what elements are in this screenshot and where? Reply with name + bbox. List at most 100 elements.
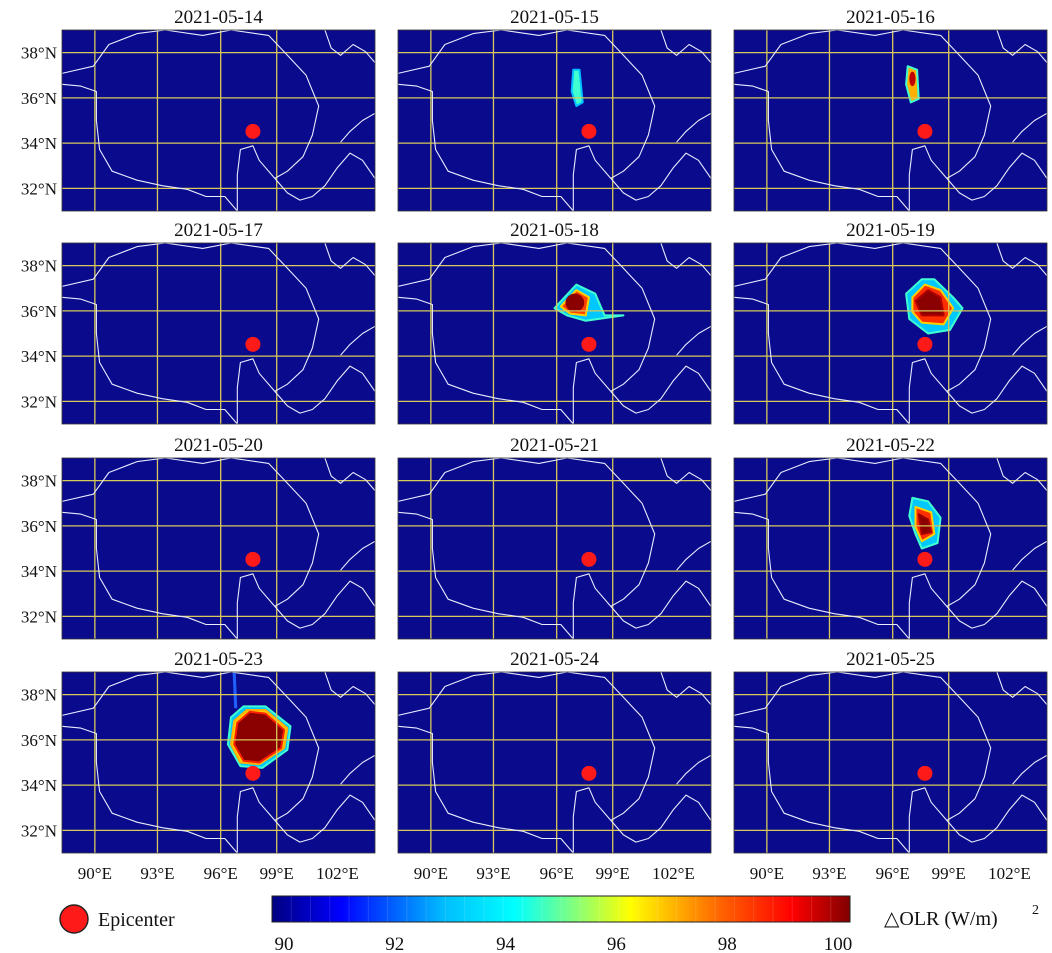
olr-anomaly-area: [232, 672, 238, 709]
longitude-label: 96°E: [540, 864, 574, 883]
province-boundary: [236, 787, 376, 853]
latitude-label: 32°N: [21, 821, 57, 840]
map-panel-2021-05-20: 2021-05-20 38°N 36°N 34°N 32°N: [21, 435, 376, 640]
longitude-label: 99°E: [596, 864, 630, 883]
province-boundary: [324, 242, 376, 276]
province-boundary: [397, 242, 656, 392]
colorbar-tick-label: 100: [824, 934, 853, 953]
latitude-label: 34°N: [21, 776, 57, 795]
province-boundary: [660, 29, 712, 63]
olr-colorbar: [271, 895, 851, 923]
latitude-label: 38°N: [21, 472, 57, 491]
epicenter-marker: [581, 551, 597, 567]
olr-anomaly-area: [917, 513, 933, 535]
epicenter-marker: [581, 336, 597, 352]
longitude-label: 99°E: [932, 864, 966, 883]
epicenter-marker: [917, 123, 933, 139]
province-boundary: [908, 787, 1048, 853]
province-boundary: [733, 457, 992, 607]
panel-frame: [397, 671, 712, 854]
province-boundary: [572, 573, 712, 639]
map-panel-2021-05-21: 2021-05-21: [397, 435, 712, 640]
panel-frame: [733, 671, 1048, 854]
province-boundary: [61, 725, 238, 854]
province-boundary: [397, 671, 656, 821]
epicenter-marker: [581, 765, 597, 781]
olr-field: [398, 458, 711, 639]
map-panel-2021-05-23: 2021-05-23 38°N 36°N 34°N 32°N 90°E 93°E 96°E 99…: [21, 649, 376, 883]
epicenter-marker: [245, 551, 261, 567]
province-boundary: [236, 145, 376, 211]
province-boundary: [733, 29, 992, 179]
province-boundary: [324, 671, 376, 705]
map-panel-2021-05-22: 2021-05-22: [733, 435, 1048, 640]
latitude-label: 36°N: [21, 89, 57, 108]
panel-frame: [61, 242, 376, 425]
province-boundary: [1012, 540, 1048, 571]
province-boundary: [1012, 754, 1048, 785]
olr-anomaly-core: [565, 293, 585, 312]
olr-anomaly-core: [909, 71, 916, 87]
map-panel-2021-05-16: 2021-05-16: [733, 7, 1048, 212]
province-boundary: [397, 511, 574, 640]
epicenter-marker: [917, 765, 933, 781]
longitude-label: 90°E: [78, 864, 112, 883]
province-boundary: [61, 671, 320, 821]
province-boundary: [996, 29, 1048, 63]
province-boundary: [61, 457, 320, 607]
epicenter-marker: [245, 765, 261, 781]
panel-frame: [397, 29, 712, 212]
panel-date-title: 2021-05-19: [846, 220, 935, 241]
province-boundary: [572, 787, 712, 853]
panel-date-title: 2021-05-21: [510, 435, 599, 456]
province-boundary: [733, 511, 910, 640]
longitude-label: 102°E: [316, 864, 359, 883]
olr-field: [734, 672, 1047, 853]
olr-anomaly-area: [233, 710, 286, 764]
province-boundary: [236, 573, 376, 639]
map-panel-2021-05-19: 2021-05-19: [733, 220, 1048, 425]
province-boundary: [340, 540, 376, 571]
province-boundary: [660, 671, 712, 705]
olr-field: [398, 30, 711, 211]
province-boundary: [572, 358, 712, 424]
province-boundary: [324, 457, 376, 491]
longitude-label: 93°E: [476, 864, 510, 883]
colorbar-title-superscript: 2: [1032, 903, 1039, 918]
colorbar-title: △OLR (W/m): [884, 908, 998, 930]
colorbar-tick-label: 98: [718, 934, 737, 953]
colorbar-tick-label: 92: [385, 934, 404, 953]
province-boundary: [1012, 325, 1048, 356]
panel-frame: [61, 457, 376, 640]
province-boundary: [733, 725, 910, 854]
olr-field: [62, 672, 375, 853]
latitude-label: 38°N: [21, 257, 57, 276]
latitude-label: 36°N: [21, 731, 57, 750]
epicenter-legend-label: Epicenter: [98, 909, 175, 931]
map-panel-2021-05-14: 2021-05-14 38°N 36°N 34°N 32°N: [21, 7, 376, 212]
panel-date-title: 2021-05-24: [510, 649, 599, 670]
province-boundary: [324, 29, 376, 63]
latitude-label: 32°N: [21, 392, 57, 411]
olr-field: [398, 672, 711, 853]
province-boundary: [676, 540, 712, 571]
longitude-label: 90°E: [414, 864, 448, 883]
latitude-label: 36°N: [21, 517, 57, 536]
olr-anomaly-area: [914, 289, 945, 317]
province-boundary: [397, 296, 574, 425]
longitude-label: 96°E: [204, 864, 238, 883]
panel-frame: [733, 29, 1048, 212]
olr-field: [734, 458, 1047, 639]
province-boundary: [61, 296, 238, 425]
province-boundary: [908, 358, 1048, 424]
panel-frame: [61, 29, 376, 212]
colorbar-tick-label: 90: [275, 934, 294, 953]
panel-date-title: 2021-05-18: [510, 220, 599, 241]
panel-frame: [733, 457, 1048, 640]
panel-date-title: 2021-05-17: [174, 220, 263, 241]
longitude-label: 96°E: [876, 864, 910, 883]
province-boundary: [733, 296, 910, 425]
province-boundary: [61, 29, 320, 179]
epicenter-marker: [245, 123, 261, 139]
